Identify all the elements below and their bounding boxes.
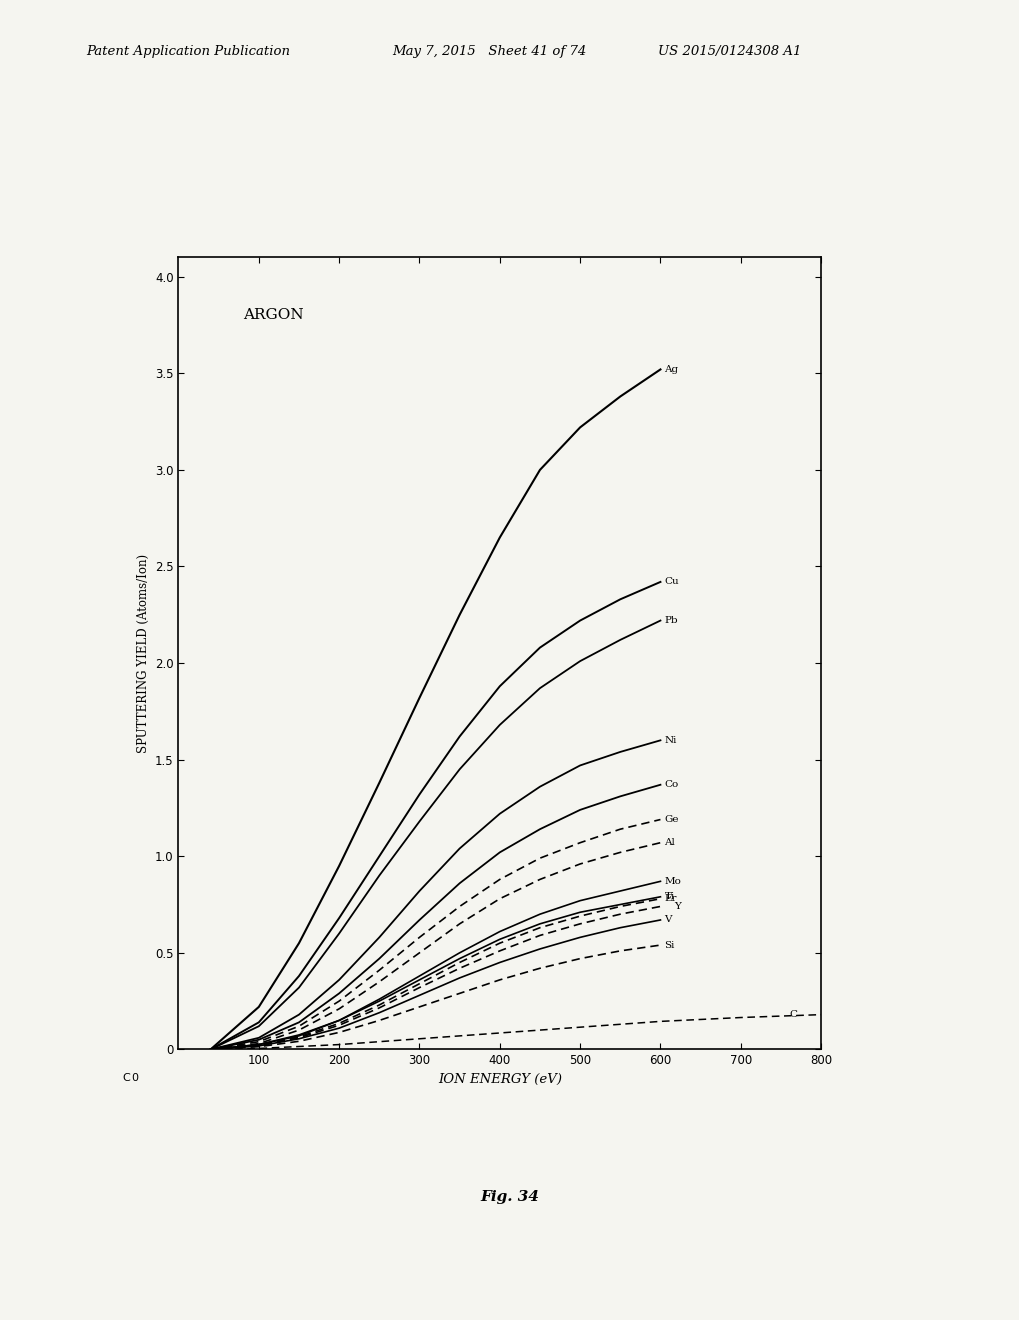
Text: May 7, 2015   Sheet 41 of 74: May 7, 2015 Sheet 41 of 74 [392, 45, 586, 58]
Y-axis label: SPUTTERING YIELD (Atoms/Ion): SPUTTERING YIELD (Atoms/Ion) [137, 554, 150, 752]
Text: Ti: Ti [663, 892, 674, 902]
Text: Al: Al [663, 838, 675, 847]
Text: 0: 0 [130, 1073, 138, 1082]
Text: Ni: Ni [663, 735, 677, 744]
X-axis label: ION ENERGY (eV): ION ENERGY (eV) [437, 1073, 561, 1086]
Text: Pb: Pb [663, 616, 678, 626]
Text: Co: Co [663, 780, 678, 789]
Text: Mo: Mo [663, 876, 681, 886]
Text: Cu: Cu [663, 577, 679, 586]
Text: Patent Application Publication: Patent Application Publication [87, 45, 290, 58]
Text: V: V [663, 916, 672, 924]
Text: US 2015/0124308 A1: US 2015/0124308 A1 [657, 45, 801, 58]
Text: Er: Er [663, 894, 677, 903]
Text: C: C [789, 1010, 796, 1019]
Text: Y: Y [674, 902, 681, 911]
Text: Fig. 34: Fig. 34 [480, 1191, 539, 1204]
Text: C: C [122, 1073, 130, 1082]
Text: Si: Si [663, 941, 675, 949]
Text: Ag: Ag [663, 364, 678, 374]
Text: Ge: Ge [663, 814, 679, 824]
Text: ARGON: ARGON [243, 308, 303, 322]
